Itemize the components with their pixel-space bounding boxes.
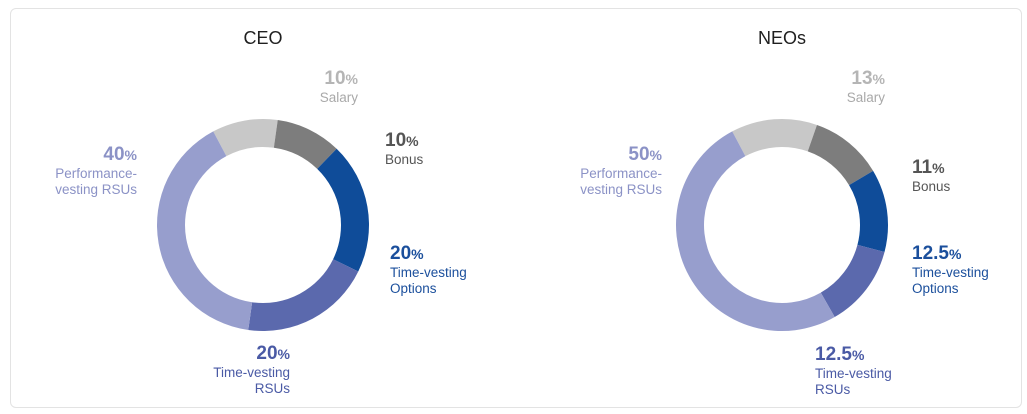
ceo-slice-salary: [213, 119, 278, 157]
ceo-text-salary-0: Salary: [320, 90, 359, 105]
neos-value-performance-vesting-rsus: 50%: [628, 144, 662, 165]
ceo-text-bonus-0: Bonus: [385, 152, 424, 167]
neos-text-performance-vesting-rsus-1: vesting RSUs: [580, 182, 662, 197]
neos-slice-bonus: [807, 124, 874, 186]
neos-text-time-vesting-rsus-0: Time-vesting: [815, 366, 892, 381]
neos-label-bonus: 11%Bonus: [912, 157, 951, 194]
ceo-slice-bonus: [273, 120, 337, 169]
ceo-text-time-vesting-options-1: Options: [390, 281, 437, 296]
ceo-slice-time-vesting-rsus: [248, 259, 359, 331]
neos-slice-time-vesting-options: [849, 170, 888, 252]
ceo-label-bonus: 10%Bonus: [385, 130, 424, 167]
neos-value-bonus: 11%: [912, 157, 945, 178]
ceo-value-performance-vesting-rsus: 40%: [103, 144, 137, 165]
ceo-value-time-vesting-options: 20%: [390, 243, 424, 264]
neos-text-performance-vesting-rsus-0: Performance-: [580, 166, 662, 181]
neos-slice-time-vesting-rsus: [820, 244, 885, 317]
neos-text-bonus-0: Bonus: [912, 179, 951, 194]
ceo-text-time-vesting-rsus-0: Time-vesting: [213, 365, 290, 380]
ceo-value-time-vesting-rsus: 20%: [256, 343, 290, 364]
ceo-text-performance-vesting-rsus-0: Performance-: [55, 166, 137, 181]
ceo-label-salary: 10%Salary: [320, 68, 359, 105]
neos-value-salary: 13%: [851, 68, 885, 89]
ceo-value-salary: 10%: [324, 68, 358, 89]
neos-text-salary-0: Salary: [847, 90, 886, 105]
neos-text-time-vesting-rsus-1: RSUs: [815, 382, 851, 397]
neos-value-time-vesting-rsus: 12.5%: [815, 344, 865, 365]
neos-chart-title: NEOs: [758, 28, 806, 48]
ceo-value-bonus: 10%: [385, 130, 419, 151]
ceo-label-performance-vesting-rsus: 40%Performance-vesting RSUs: [55, 144, 137, 197]
neos-slice-salary: [732, 119, 817, 157]
ceo-slice-time-vesting-options: [317, 148, 369, 272]
ceo-text-time-vesting-rsus-1: RSUs: [255, 381, 291, 396]
neos-text-time-vesting-options-1: Options: [912, 281, 959, 296]
ceo-chart-title: CEO: [243, 28, 282, 48]
neos-value-time-vesting-options: 12.5%: [912, 243, 962, 264]
neos-text-time-vesting-options-0: Time-vesting: [912, 265, 989, 280]
neos-label-salary: 13%Salary: [847, 68, 886, 105]
neos-label-performance-vesting-rsus: 50%Performance-vesting RSUs: [580, 144, 662, 197]
ceo-slice-performance-vesting-rsus: [157, 131, 253, 330]
ceo-text-performance-vesting-rsus-1: vesting RSUs: [55, 182, 137, 197]
ceo-text-time-vesting-options-0: Time-vesting: [390, 265, 467, 280]
neos-slice-performance-vesting-rsus: [676, 131, 835, 331]
